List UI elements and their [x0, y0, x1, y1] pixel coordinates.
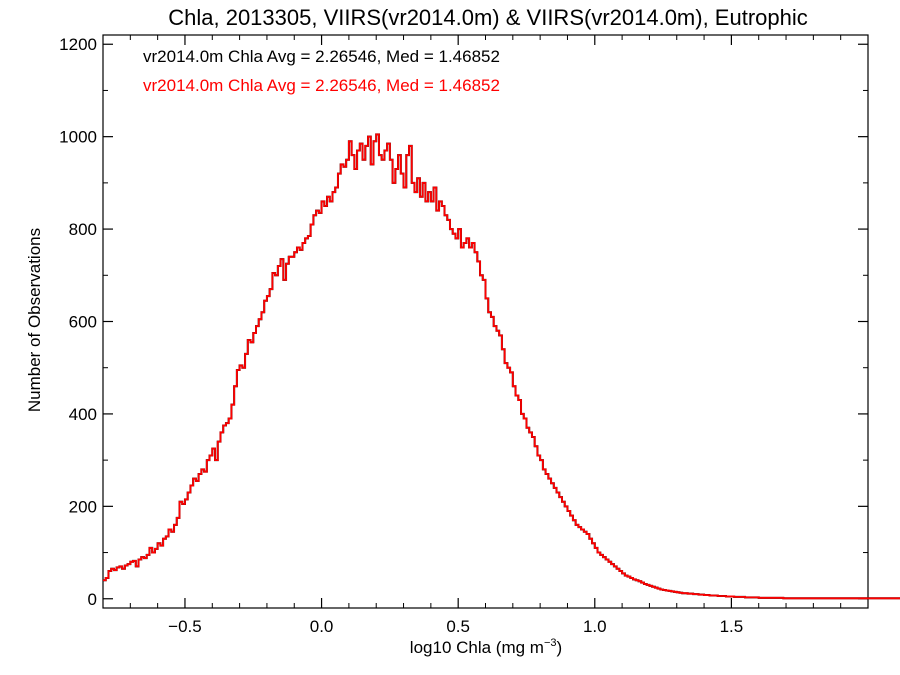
x-tick-label: 0.5	[446, 617, 470, 636]
x-axis-label: log10 Chla (mg m−3)	[410, 637, 562, 657]
x-axis-label-suffix: )	[557, 638, 563, 657]
chart-title: Chla, 2013305, VIIRS(vr2014.0m) & VIIRS(…	[168, 5, 808, 30]
series-group	[103, 133, 900, 600]
y-tick-label: 600	[69, 313, 97, 332]
histogram-series-black	[103, 133, 900, 600]
plot-border	[102, 34, 869, 609]
x-axis-label-superscript: −3	[544, 637, 557, 649]
x-tick-label: 1.5	[720, 617, 744, 636]
plot-frame	[102, 34, 869, 609]
y-tick-label: 0	[88, 590, 97, 609]
y-tick-label: 800	[69, 220, 97, 239]
y-tick-label: 1200	[59, 35, 97, 54]
y-tick-label: 1000	[59, 128, 97, 147]
y-tick-label: 400	[69, 405, 97, 424]
x-tick-label: 1.0	[583, 617, 607, 636]
x-tick-label: −0.5	[168, 617, 202, 636]
stat-annotation-black: vr2014.0m Chla Avg = 2.26546, Med = 1.46…	[143, 47, 500, 66]
y-axis-label: Number of Observations	[25, 228, 44, 412]
stat-annotation-red: vr2014.0m Chla Avg = 2.26546, Med = 1.46…	[143, 76, 500, 95]
x-axis-label-main: log10 Chla (mg m	[410, 638, 544, 657]
histogram-series-red	[103, 133, 900, 600]
x-tick-label: 0.0	[310, 617, 334, 636]
y-tick-label: 200	[69, 497, 97, 516]
axis-ticks: −0.5 0.0 0.5 1.0 1.5 0 200 400 600 800 1000 1200	[59, 35, 869, 636]
